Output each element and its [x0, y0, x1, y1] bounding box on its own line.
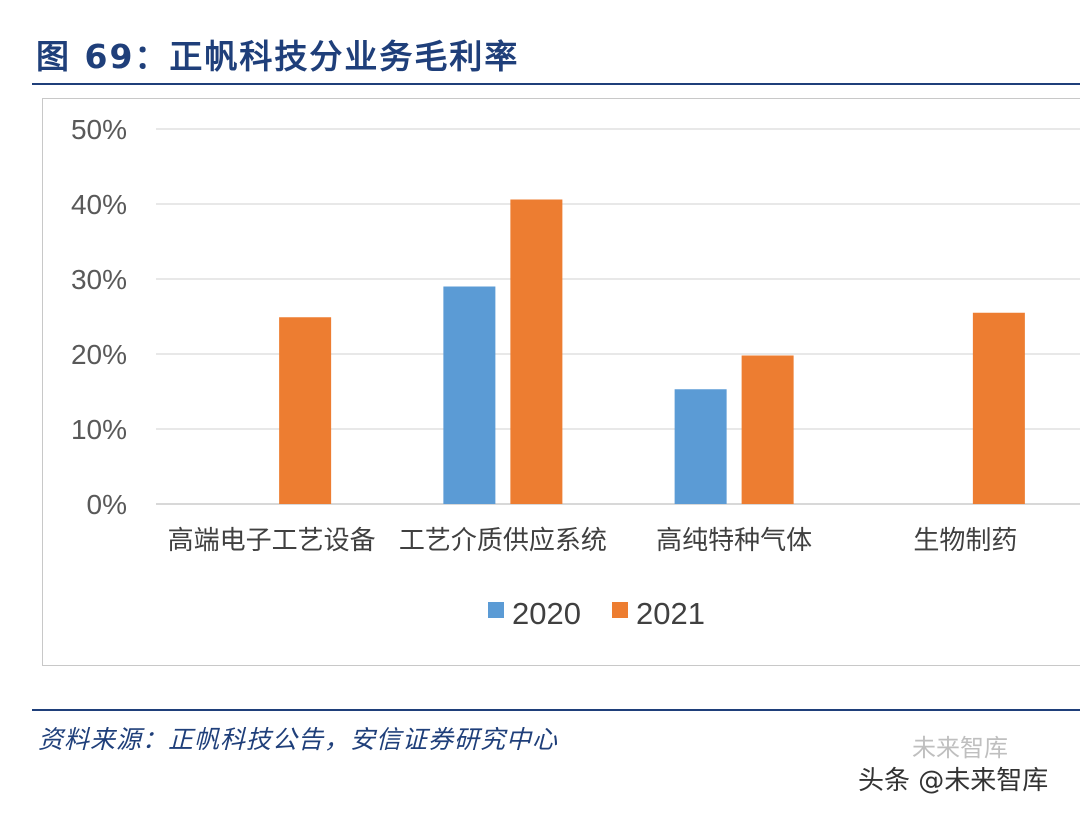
y-tick-label: 10% [71, 414, 127, 445]
source-rule [32, 709, 1080, 711]
bar-chart: 0% 10% 20% 30% 40% 50% 高端电子工艺设备 工艺介质供应系统 高纯特种气体… [71, 114, 1080, 631]
x-tick-label: 高纯特种气体 [656, 526, 812, 556]
bar-2021-1 [510, 199, 563, 504]
source-note: 资料来源：正帆科技公告，安信证券研究中心 [38, 725, 559, 754]
bar-2020-1 [443, 286, 496, 504]
figure-title: 图 69：正帆科技分业务毛利率 [36, 37, 520, 76]
legend-label-2021: 2021 [636, 596, 705, 631]
legend-swatch-2020 [488, 602, 504, 618]
legend-label-2020: 2020 [512, 596, 581, 631]
bar-2021-2 [741, 355, 794, 504]
x-tick-label: 高端电子工艺设备 [168, 526, 376, 556]
y-tick-label: 40% [71, 189, 127, 220]
chart-frame: 0% 10% 20% 30% 40% 50% 高端电子工艺设备 工艺介质供应系统 高纯特种气体… [42, 98, 1080, 666]
y-tick-label: 0% [87, 489, 127, 520]
legend-swatch-2021 [612, 602, 628, 618]
x-tick-label: 工艺介质供应系统 [399, 526, 607, 556]
bar-2021-3 [972, 312, 1025, 504]
watermark: 头条 @未来智库 [858, 766, 1049, 796]
bar-2020-2 [674, 389, 727, 504]
title-rule [32, 83, 1080, 85]
bar-2021-0 [279, 317, 332, 504]
x-tick-label: 生物制药 [913, 526, 1017, 556]
y-tick-label: 20% [71, 339, 127, 370]
watermark-brand: 未来智库 [912, 734, 1008, 762]
y-tick-label: 50% [71, 114, 127, 145]
y-tick-label: 30% [71, 264, 127, 295]
